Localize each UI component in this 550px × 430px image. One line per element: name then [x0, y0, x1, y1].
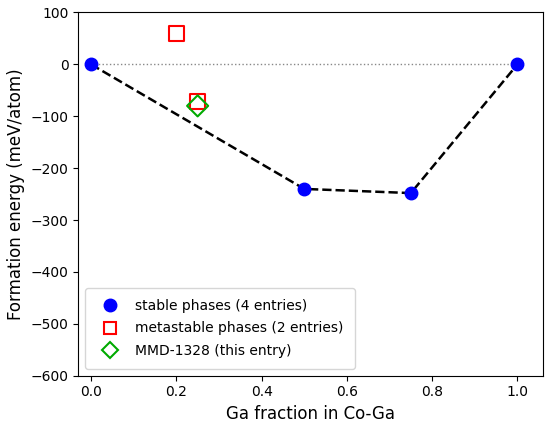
- Y-axis label: Formation energy (meV/atom): Formation energy (meV/atom): [7, 68, 25, 320]
- Point: [193, 102, 202, 109]
- Point: [406, 190, 415, 197]
- Point: [300, 185, 309, 192]
- X-axis label: Ga fraction in Co-Ga: Ga fraction in Co-Ga: [226, 405, 395, 423]
- Point: [172, 30, 181, 37]
- Point: [86, 61, 95, 68]
- Point: [193, 98, 202, 105]
- Legend: stable phases (4 entries), metastable phases (2 entries), MMD-1328 (this entry): stable phases (4 entries), metastable ph…: [85, 288, 355, 369]
- Point: [513, 61, 522, 68]
